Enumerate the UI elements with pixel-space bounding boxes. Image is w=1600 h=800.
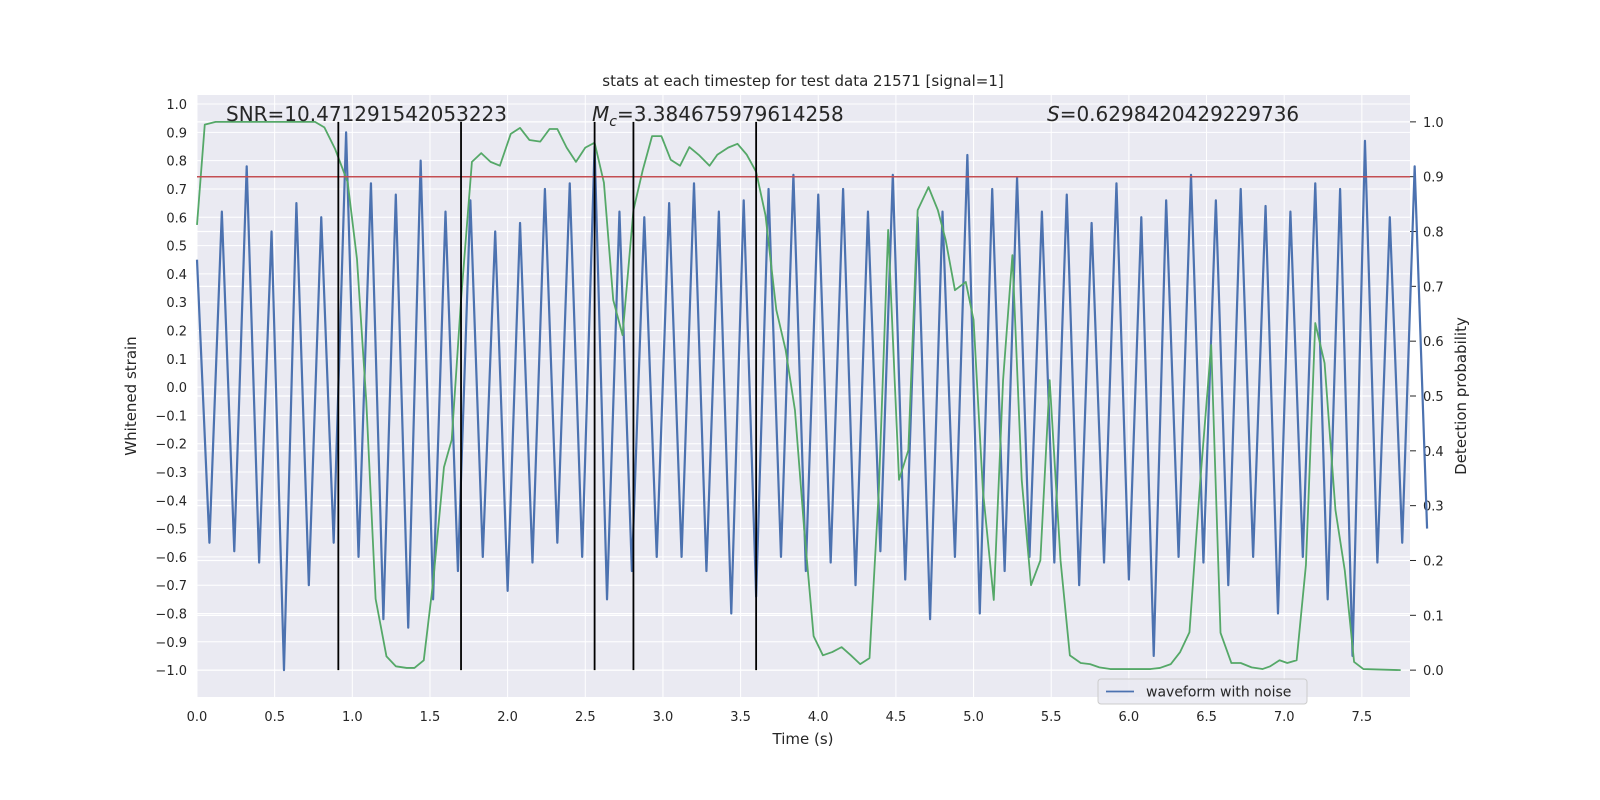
y2-tick-label: 0.0 xyxy=(1423,664,1444,679)
y-tick-label: −0.9 xyxy=(155,636,187,651)
legend-label: waveform with noise xyxy=(1146,685,1291,701)
y2-tick-label: 0.5 xyxy=(1423,390,1444,405)
probability-line xyxy=(196,120,1401,672)
waveform-line xyxy=(195,131,1429,672)
y-tick-label: −1.0 xyxy=(155,664,187,679)
y2-tick-label: 0.8 xyxy=(1423,226,1444,241)
y-tick-label: 0.8 xyxy=(166,155,187,170)
x-tick-label: 4.5 xyxy=(886,710,907,725)
annotation-text: SNR=10.471291542053223 xyxy=(226,102,507,126)
x-tick-label: 4.0 xyxy=(808,710,829,725)
x-tick-label: 5.5 xyxy=(1041,710,1062,725)
annotation-subscript: c xyxy=(609,114,617,130)
x-tick-label: 5.0 xyxy=(963,710,984,725)
x-tick-label: 1.0 xyxy=(342,710,363,725)
y2-axis-label: Detection probability xyxy=(1452,317,1470,475)
annotation-text: =3.384675979614258 xyxy=(617,102,844,126)
y-tick-label: 0.5 xyxy=(166,240,187,255)
x-tick-label: 7.0 xyxy=(1274,710,1295,725)
annotation-symbol: M xyxy=(592,102,609,126)
chart-title: stats at each timestep for test data 215… xyxy=(602,72,1003,90)
annotation: SNR=10.471291542053223 xyxy=(226,102,507,126)
y-tick-label: −0.2 xyxy=(155,438,187,453)
y2-tick-label: 0.9 xyxy=(1423,171,1444,186)
y-axis-label: Whitened strain xyxy=(122,336,140,455)
x-axis-label: Time (s) xyxy=(772,730,834,748)
y2-tick-label: 0.3 xyxy=(1423,500,1444,515)
legend-box xyxy=(1097,678,1308,705)
y-tick-label: −0.5 xyxy=(155,523,187,538)
y2-tick-label: 0.6 xyxy=(1423,335,1444,350)
y-tick-label: 0.9 xyxy=(166,126,187,141)
y2-tick-label: 0.4 xyxy=(1423,445,1444,460)
y2-tick-label: 0.7 xyxy=(1423,280,1444,295)
y-tick-label: −0.4 xyxy=(155,494,187,509)
annotation-symbol: S xyxy=(1047,102,1060,126)
x-tick-label: 3.0 xyxy=(653,710,674,725)
y-tick-label: 0.0 xyxy=(166,381,187,396)
y-tick-label: 1.0 xyxy=(166,98,187,113)
y-tick-label: −0.8 xyxy=(155,608,187,623)
y2-tick-label: 0.2 xyxy=(1423,554,1444,569)
y-tick-label: −0.3 xyxy=(155,466,187,481)
annotation: Mc=3.384675979614258 xyxy=(592,102,844,130)
annotation: S=0.6298420429229736 xyxy=(1047,102,1299,126)
x-tick-label: 2.0 xyxy=(497,710,518,725)
x-tick-label: 2.5 xyxy=(575,710,596,725)
y2-tick-label: 1.0 xyxy=(1423,116,1444,131)
x-tick-label: 1.5 xyxy=(420,710,441,725)
y-tick-label: 0.3 xyxy=(166,296,187,311)
x-tick-label: 0.0 xyxy=(187,710,208,725)
y2-tick-label: 0.1 xyxy=(1423,609,1444,624)
y-tick-label: 0.4 xyxy=(166,268,187,283)
x-tick-label: 0.5 xyxy=(264,710,285,725)
legend: waveform with noise xyxy=(1097,678,1308,705)
y-tick-label: 0.1 xyxy=(166,353,187,368)
x-tick-label: 3.5 xyxy=(730,710,751,725)
x-tick-label: 6.0 xyxy=(1119,710,1140,725)
x-tick-label: 7.5 xyxy=(1352,710,1373,725)
y-tick-label: 0.2 xyxy=(166,324,187,339)
y-tick-label: 0.6 xyxy=(166,211,187,226)
y-tick-label: −0.7 xyxy=(155,579,187,594)
y-tick-label: −0.6 xyxy=(155,551,187,566)
y-tick-label: 0.7 xyxy=(166,183,187,198)
y-tick-label: −0.1 xyxy=(155,409,187,424)
annotation-text: =0.6298420429229736 xyxy=(1060,102,1299,126)
x-tick-label: 6.5 xyxy=(1196,710,1217,725)
